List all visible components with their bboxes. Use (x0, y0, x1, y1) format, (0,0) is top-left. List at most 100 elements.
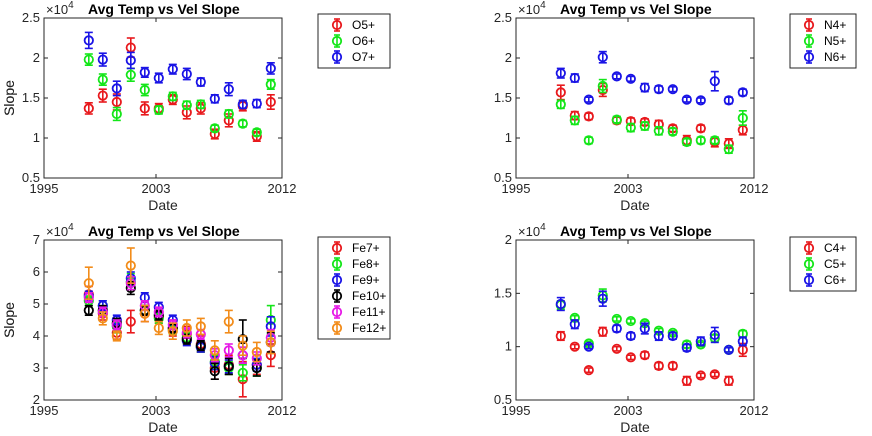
data-point (639, 350, 650, 361)
y-tick-label: 0.5 (494, 170, 512, 185)
series-O7+ (83, 31, 276, 110)
legend-marker-circle (803, 35, 815, 47)
legend-marker-circle (331, 258, 343, 270)
data-point (737, 336, 748, 347)
plot-frame (515, 239, 755, 401)
legend-item: Fe7+ (331, 241, 380, 255)
legend-box (317, 236, 391, 340)
data-point (681, 94, 692, 105)
data-point (709, 76, 720, 87)
y-tick-label: 2.5 (494, 10, 512, 25)
data-point (167, 326, 178, 337)
x-tick-label: 2012 (268, 403, 297, 418)
data-point (723, 144, 734, 155)
y-axis-label: Slope (1, 302, 17, 338)
data-point (139, 67, 150, 78)
data-point (681, 342, 692, 353)
y-tick-label: 0.5 (22, 170, 40, 185)
data-point (223, 361, 234, 372)
x-tick-label: 1995 (30, 181, 59, 196)
y-tick-label: 2 (505, 232, 512, 247)
data-point (237, 118, 248, 129)
data-point (583, 365, 594, 376)
data-point (611, 313, 622, 325)
data-point (223, 84, 234, 95)
data-point (139, 103, 150, 114)
x-axis-label: Date (148, 197, 178, 213)
data-point (583, 111, 594, 122)
data-point (97, 90, 108, 101)
data-point (209, 366, 220, 377)
data-point (97, 74, 108, 85)
legend: N4+ N5+ N6+ (789, 13, 857, 69)
data-point (83, 305, 94, 316)
chart-title: Avg Temp vs Vel Slope (560, 223, 712, 239)
data-point (569, 319, 580, 330)
y-tick-label: 1 (33, 130, 40, 145)
data-point (611, 71, 622, 82)
data-point (667, 330, 678, 342)
data-point (569, 115, 580, 126)
legend-item: Fe8+ (331, 257, 380, 271)
data-point (681, 136, 692, 148)
data-point (583, 94, 594, 105)
legend-label: Fe11+ (352, 305, 385, 319)
data-point (223, 345, 234, 356)
legend-marker-circle (331, 306, 343, 318)
x-tick-label: 2012 (740, 403, 769, 418)
legend-label: O5+ (352, 18, 375, 32)
y-tick-label: 1.5 (494, 285, 512, 300)
legend-box (317, 13, 391, 69)
data-point (653, 330, 664, 342)
data-point (125, 55, 136, 66)
legend-item: C6+ (803, 273, 846, 287)
data-point (653, 84, 664, 95)
legend-box (789, 236, 857, 292)
data-point (667, 360, 678, 371)
legend-item: N6+ (803, 50, 846, 64)
data-point (723, 375, 734, 386)
data-point (667, 126, 678, 137)
data-point (139, 308, 150, 319)
legend-label: O7+ (352, 50, 375, 64)
y-tick-label: 1.5 (22, 90, 40, 105)
data-point (209, 93, 220, 104)
chart-title: Avg Temp vs Vel Slope (88, 223, 240, 239)
data-point (555, 99, 566, 110)
legend-label: N5+ (824, 34, 846, 48)
data-point (153, 306, 164, 318)
chart-panel-3: 2 3 4 5 6 7 1995 2003 2012 ×104 Avg Temp vs Vel Sl… (1, 222, 391, 435)
data-point (111, 83, 122, 94)
data-point (681, 375, 692, 386)
data-point (181, 68, 192, 80)
data-point (265, 79, 276, 90)
legend-label: N6+ (824, 50, 846, 64)
data-point (223, 108, 234, 120)
data-point (195, 76, 206, 88)
legend-item: C4+ (803, 241, 846, 255)
legend-item: N4+ (803, 18, 846, 32)
chart-title: Avg Temp vs Vel Slope (88, 1, 240, 17)
legend-item: Fe9+ (331, 273, 380, 287)
data-point (555, 87, 566, 98)
legend-label: O6+ (352, 34, 375, 48)
data-point (555, 68, 566, 79)
data-point (97, 54, 108, 65)
data-point (611, 114, 622, 125)
data-point (625, 352, 636, 363)
legend-marker-circle (331, 290, 343, 302)
legend: Fe7+ Fe8+ Fe9+ Fe10+ Fe11+ Fe12+ (317, 236, 391, 340)
series-C6+ (555, 290, 748, 355)
data-point (555, 330, 566, 342)
x-axis-label: Date (620, 197, 650, 213)
x-tick-label: 2003 (142, 181, 171, 196)
data-point (125, 69, 136, 80)
data-point (695, 95, 706, 106)
data-point (583, 135, 594, 146)
data-point (695, 336, 706, 347)
y-exponent-label: ×104 (46, 222, 74, 239)
data-point (569, 72, 580, 84)
data-point (153, 104, 164, 116)
y-tick-label: 1 (505, 130, 512, 145)
data-point (653, 360, 664, 371)
